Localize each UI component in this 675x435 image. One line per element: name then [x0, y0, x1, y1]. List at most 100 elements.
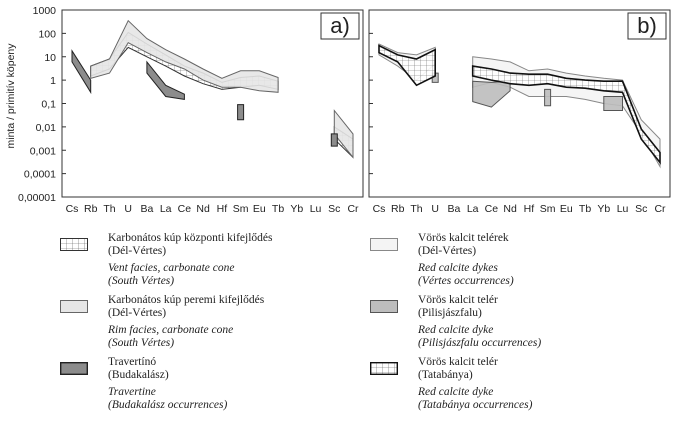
x-tick-label: Th — [410, 203, 422, 215]
legend-label-en: (Pilisjászfalu occurrences) — [418, 337, 542, 349]
x-tick-label: La — [467, 203, 479, 215]
legend-label-hu: (Dél-Vértes) — [108, 245, 167, 257]
y-tick-label: 1 — [50, 75, 56, 87]
x-tick-label: Sc — [328, 203, 340, 215]
legend-swatch-vent — [60, 238, 88, 251]
envelope-rim — [90, 19, 279, 93]
x-tick-label: Nd — [503, 203, 517, 215]
x-tick-label: Cs — [66, 203, 79, 215]
y-tick-label: 1000 — [33, 5, 57, 17]
legend-label-en: (Tatabánya occurrences) — [418, 399, 533, 411]
legend-label-en: Rim facies, carbonate cone — [108, 324, 234, 336]
x-tick-label: Yb — [290, 203, 303, 215]
y-tick-label: 0,0001 — [24, 169, 56, 181]
legend-label-en: (South Vértes) — [108, 275, 175, 287]
y-tick-label: 10 — [44, 52, 56, 64]
legend-swatch-rect — [60, 238, 88, 251]
envelope-travertine — [71, 49, 92, 95]
legend-label-en: Travertine — [108, 386, 156, 398]
legend-label-en: Red calcite dyke — [418, 386, 494, 398]
y-axis-title: minta / primitív köpeny — [5, 43, 17, 149]
legend-label-hu: (Dél-Vértes) — [108, 307, 167, 319]
y-tick-label: 100 — [38, 28, 56, 40]
chart-area: minta / primitív köpeny 1000 100 10 1 0,1 0,0… — [5, 5, 671, 215]
y-axis-title-group: minta / primitív köpeny — [5, 43, 17, 149]
legend-label-hu: (Pilisjászfalu) — [418, 307, 482, 319]
x-tick-label: Lu — [310, 203, 322, 215]
x-tick-label: Sm — [233, 203, 249, 215]
panel-label-box — [320, 12, 360, 40]
x-tick-label: Rb — [84, 203, 98, 215]
legend-label-en: Red calcite dyke — [418, 324, 494, 336]
x-tick-label: Cs — [373, 203, 386, 215]
legend-label-hu: Vörös kalcit telér — [418, 356, 498, 368]
x-tick-label: U — [124, 203, 132, 215]
legend-entry-travertine: Travertínó (Budakalász) Travertine (Buda… — [60, 356, 272, 412]
legend-label-hu: Vörös kalcit telér — [418, 294, 498, 306]
x-tick-label: Th — [103, 203, 115, 215]
x-tick-label: Nd — [196, 203, 210, 215]
legend-label-hu: (Tatabánya) — [418, 369, 473, 381]
envelope-red-calcite-pilis — [544, 88, 552, 107]
panel-label: b) — [637, 13, 657, 38]
x-tick-label: Hf — [524, 203, 535, 215]
envelope-rim — [333, 109, 354, 159]
legend-label-en: Red calcite dykes — [418, 262, 498, 274]
legend-label-hu: Karbonátos kúp központi kifejlődés — [108, 232, 273, 244]
legend-entry-rim: Karbonátos kúp peremi kifejlődés (Dél-Vé… — [60, 294, 272, 350]
x-tick-label: La — [160, 203, 172, 215]
legend-swatch-rect — [370, 362, 398, 375]
y-tick-label: 0,001 — [30, 145, 56, 157]
x-tick-label: Tb — [272, 203, 284, 215]
legend-entry-red-calcite-dikes: Vörös kalcit telérek (Dél-Vértes) Red ca… — [370, 232, 541, 288]
plot-frame — [61, 9, 364, 198]
envelope-red-calcite-tatabanya — [471, 65, 661, 165]
x-tick-label: Cr — [654, 203, 666, 215]
y-tick-label: 0,00001 — [18, 192, 56, 204]
legend-swatch-travertine — [60, 362, 88, 375]
x-tick-label: Lu — [617, 203, 629, 215]
legend-entry-vent: Karbonátos kúp központi kifejlődés (Dél-… — [60, 232, 272, 288]
legend-label-hu: Vörös kalcit telérek — [418, 232, 509, 244]
x-tick-label: Sc — [635, 203, 647, 215]
legend-label-en: (South Vértes) — [108, 337, 175, 349]
legend-swatch-rim — [60, 300, 88, 313]
legend-swatch-rect — [60, 300, 88, 313]
envelope-travertine — [237, 104, 245, 121]
legend-swatch-red-calcite-dikes — [370, 238, 398, 251]
legend-label-en: (Vértes occurrences) — [418, 275, 514, 287]
envelope-travertine — [330, 133, 338, 147]
legend-label-en: (Budakalász occurrences) — [108, 399, 228, 411]
legend-label-hu: (Budakalász) — [108, 369, 169, 381]
legend-label-en: Vent facies, carbonate cone — [108, 262, 235, 274]
envelope-travertine — [146, 60, 185, 100]
legend-swatch-rect — [370, 238, 398, 251]
x-tick-label: Eu — [560, 203, 573, 215]
x-tick-label: Hf — [217, 203, 228, 215]
legend-right: Vörös kalcit telérek (Dél-Vértes) Red ca… — [370, 232, 541, 418]
legend-label-hu: (Dél-Vértes) — [418, 245, 477, 257]
envelope-red-calcite-tatabanya — [378, 44, 437, 87]
legend-left: Karbonátos kúp központi kifejlődés (Dél-… — [60, 232, 272, 418]
legend-swatch-red-calcite-pilis — [370, 300, 398, 313]
legend-swatch-rect — [60, 362, 88, 375]
legend-label-hu: Karbonátos kúp peremi kifejlődés — [108, 294, 265, 306]
legend-swatch-rect — [370, 300, 398, 313]
panel-b: Cs Rb Th U Ba La Ce Nd Hf Sm Eu Tb Yb Lu Sc Cr b) — [368, 9, 671, 215]
x-tick-label: Sm — [540, 203, 556, 215]
y-tick-label: 0,1 — [41, 99, 56, 111]
panel-a: Cs Rb Th U Ba La Ce Nd Hf Sm Eu Tb Yb Lu Sc Cr a) — [61, 9, 364, 215]
x-tick-label: Tb — [579, 203, 591, 215]
legend-label-hu: Travertínó — [108, 356, 157, 368]
legend-entry-red-calcite-tatabanya: Vörös kalcit telér (Tatabánya) Red calci… — [370, 356, 541, 412]
y-tick-labels: 1000 100 10 1 0,1 0,01 0,001 0,0001 0,00001 — [18, 5, 56, 204]
legend-entry-red-calcite-pilis: Vörös kalcit telér (Pilisjászfalu) Red c… — [370, 294, 541, 350]
x-tick-label: Eu — [253, 203, 266, 215]
panel-label: a) — [330, 13, 350, 38]
x-tick-label: Cr — [347, 203, 359, 215]
envelope-red-calcite-pilis — [472, 80, 511, 108]
x-tick-label: Ce — [485, 203, 499, 215]
x-tick-label: Ba — [448, 203, 461, 215]
x-tick-label: Rb — [391, 203, 405, 215]
panel-label-box — [627, 12, 667, 40]
